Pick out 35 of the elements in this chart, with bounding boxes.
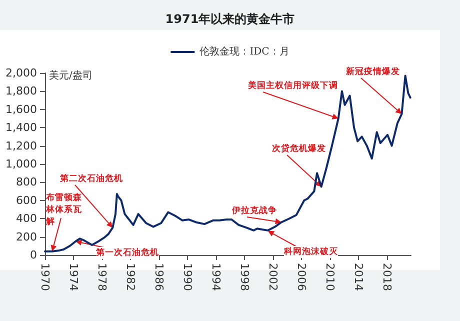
x-tick-label: 2006 <box>294 263 308 291</box>
x-tick-label: 1974 <box>66 263 80 291</box>
annotation: 美国主权信用评级下调 <box>247 80 338 91</box>
y-tick-label: 400 <box>16 212 37 226</box>
y-tick-label: 1,000 <box>6 158 37 170</box>
y-tick-label: 1,800 <box>6 84 37 98</box>
y-tick-label: 2,000 <box>6 66 37 80</box>
annotation: 新冠疫情爆发 <box>345 66 400 77</box>
x-tick-label: 2014 <box>352 263 365 291</box>
x-tick-label: 1986 <box>152 263 166 291</box>
y-tick-label: 1,400 <box>6 121 37 134</box>
annotation: 第二次石油危机 <box>59 173 123 184</box>
annotation: 次贷危机爆发 <box>272 143 326 154</box>
annotation: 伊拉克战争 <box>231 205 277 216</box>
x-tick-label: 1970 <box>38 263 52 291</box>
y-tick-label: 1,600 <box>6 102 37 116</box>
annotation: 布雷顿森林体系瓦解 <box>45 192 83 227</box>
y-axis-title: 美元/盎司 <box>49 70 92 82</box>
x-tick-label: 1998 <box>238 263 251 291</box>
x-tick-label: 1978 <box>95 263 108 291</box>
annotation: 第一次石油危机 <box>95 247 159 258</box>
x-tick-label: 2002 <box>266 263 280 291</box>
y-tick-label: 600 <box>16 194 37 207</box>
x-tick-label: 2018 <box>380 263 394 291</box>
y-tick-label: 1,200 <box>6 139 37 152</box>
x-tick-label: 2010 <box>323 263 336 291</box>
annotation: 科网泡沫破灭 <box>283 246 338 257</box>
y-tick-label: 200 <box>16 230 37 244</box>
legend-label: 伦敦金现：IDC：月 <box>200 46 290 58</box>
y-tick-label: 0 <box>30 248 37 262</box>
x-tick-label: 1982 <box>124 263 137 291</box>
y-tick-label: 800 <box>16 176 37 189</box>
chart-title: 1971年以来的黄金牛市 <box>165 12 295 26</box>
x-tick-label: 1990 <box>180 263 194 291</box>
x-tick-label: 1994 <box>209 263 222 291</box>
